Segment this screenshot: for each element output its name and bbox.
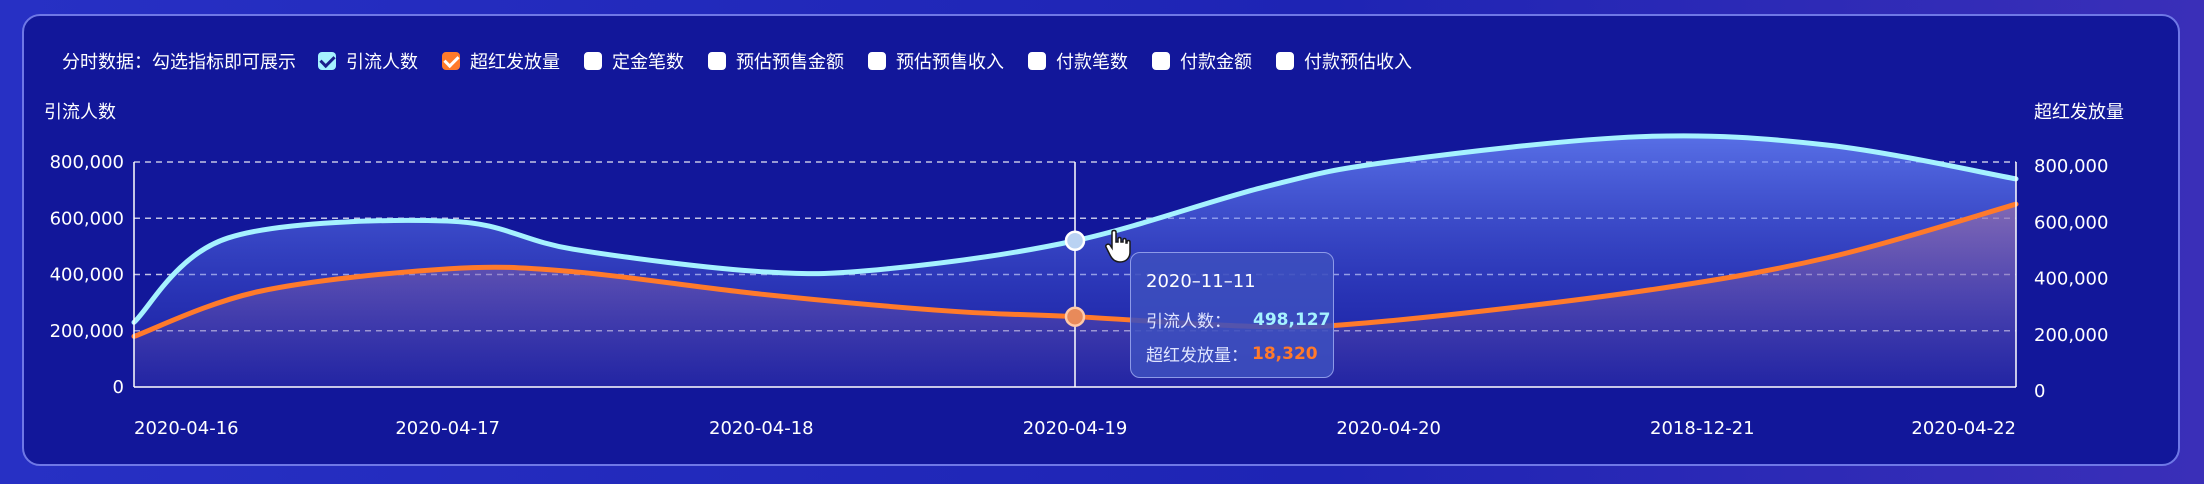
hand-pointer-icon [1105,229,1131,263]
series-area-1 [134,204,2016,387]
legend-label: 预估预售收入 [896,52,1004,73]
tooltip-row-traffic: 引流人数： 498,127 [1146,307,1331,333]
checkbox-checked-icon[interactable] [318,51,336,70]
legend-label: 付款预估收入 [1304,52,1412,73]
checkbox-unchecked-icon[interactable] [584,52,602,70]
x-tick-label: 2020-04-18 [709,418,814,439]
x-tick-label: 2018-12-21 [1650,418,1755,439]
legend-checkbox-6[interactable]: 付款金额 [1152,48,1252,74]
cursor-point-0[interactable] [1064,230,1086,251]
y-tick-right: 0 [2034,381,2045,402]
x-tick-label: 2020-04-20 [1336,418,1441,439]
y-tick-right: 400,000 [2034,269,2108,290]
legend-checkbox-0[interactable]: 引流人数 [318,48,418,74]
checkbox-unchecked-icon[interactable] [1028,52,1046,70]
checkbox-unchecked-icon[interactable] [708,52,726,70]
legend-label: 定金笔数 [612,52,684,73]
legend-checkbox-4[interactable]: 预估预售收入 [868,48,1004,74]
y-tick-left: 600,000 [50,208,124,229]
checkbox-unchecked-icon[interactable] [1152,52,1170,70]
x-tick-label: 2020-04-17 [395,418,500,439]
tooltip-title: 2020–11–11 [1146,271,1256,292]
legend-checkbox-2[interactable]: 定金笔数 [584,48,684,74]
checkbox-checked-icon[interactable] [442,51,460,70]
y-tick-left: 800,000 [50,152,124,173]
legend-label: 付款金额 [1180,52,1252,73]
y-tick-right: 200,000 [2034,325,2108,346]
tooltip-row-redpacket: 超红发放量： 18,320 [1146,341,1318,367]
legend-label: 引流人数 [346,52,418,73]
chart-tooltip: 2020–11–11 引流人数： 498,127 超红发放量： 18,320 [1130,252,1334,378]
cursor-point-1[interactable] [1064,306,1086,327]
checkbox-unchecked-icon[interactable] [868,52,886,70]
legend-prefix: 分时数据：勾选指标即可展示 [62,52,296,73]
legend-checkbox-5[interactable]: 付款笔数 [1028,48,1128,74]
series-line-0 [131,133,2019,325]
legend-label: 预估预售金额 [736,52,844,73]
y-tick-right: 600,000 [2034,212,2108,233]
y-tick-left: 200,000 [50,321,124,342]
legend-checkbox-7[interactable]: 付款预估收入 [1276,48,1412,74]
legend-label: 超红发放量 [470,52,560,73]
x-tick-label: 2020-04-22 [1911,418,2016,439]
checkbox-unchecked-icon[interactable] [1276,52,1294,70]
y-axis-left-label: 引流人数 [44,102,116,123]
metric-legend: 分时数据：勾选指标即可展示 引流人数 超红发放量 定金笔数 预估预售金额 预估预售收入 付… [62,46,1436,76]
legend-label: 付款笔数 [1056,52,1128,73]
tooltip-label-traffic: 引流人数： [1146,312,1231,332]
series-line-1 [131,201,2019,339]
legend-checkbox-1[interactable]: 超红发放量 [442,48,560,74]
y-tick-right: 800,000 [2034,156,2108,177]
legend-checkbox-3[interactable]: 预估预售金额 [708,48,844,74]
y-tick-left: 0 [113,377,124,398]
x-tick-label: 2020-04-16 [134,418,239,439]
tooltip-value-redpacket: 18,320 [1252,343,1318,364]
y-axis-right-label: 超红发放量 [2034,102,2124,123]
tooltip-label-redpacket: 超红发放量： [1146,346,1248,366]
tooltip-value-traffic: 498,127 [1253,309,1331,330]
y-tick-left: 400,000 [50,265,124,286]
x-tick-label: 2020-04-19 [1023,418,1128,439]
